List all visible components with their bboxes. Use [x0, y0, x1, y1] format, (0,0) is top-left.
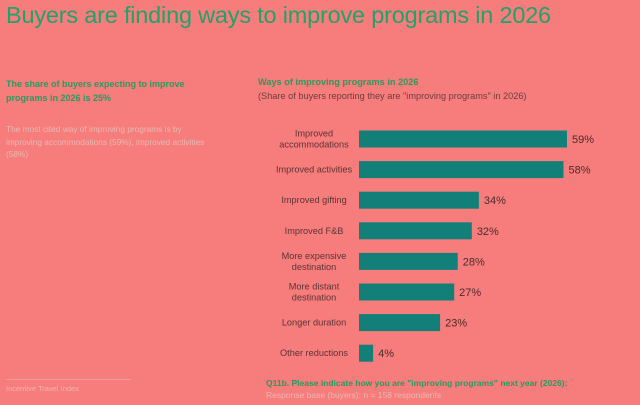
category-label-7: Other reductions [280, 348, 348, 358]
bar-3 [359, 222, 472, 240]
category-label-5: More distant destination [289, 282, 340, 303]
category-label-line: More distant [289, 282, 340, 292]
bar-value-label-2: 34% [484, 195, 506, 207]
category-label-line: Longer duration [282, 318, 346, 328]
category-label-line: Other reductions [280, 348, 348, 358]
bar-value-label-7: 4% [378, 348, 394, 360]
bar-value-label-4: 28% [463, 256, 485, 268]
page-title: Buyers are finding ways to improve progr… [6, 2, 551, 28]
key-finding-heading: The share of buyers expecting to improve… [6, 79, 185, 103]
bar-4 [359, 252, 458, 270]
category-label-line: More expensive [282, 251, 347, 261]
category-label-line: Improved F&B [285, 226, 344, 236]
bar-value-label-6: 23% [445, 318, 467, 330]
category-label-line: Improved [295, 129, 333, 139]
chart-subtitle: (Share of buyers reporting they are "imp… [258, 91, 527, 101]
category-label-line: Improved activities [276, 165, 352, 175]
category-label-1: Improved activities [276, 165, 352, 175]
category-label-0: Improved accommodations [279, 129, 349, 150]
footnote-question: Q11b. Please indicate how you are "impro… [266, 378, 568, 388]
category-label-2: Improved gifting [281, 195, 346, 205]
category-label-3: Improved F&B [285, 226, 344, 236]
category-label-line: Improved gifting [281, 195, 346, 205]
bar-value-label-1: 58% [568, 165, 590, 177]
bar-5 [359, 283, 455, 301]
category-label-line: accommodations [279, 140, 349, 150]
bar-value-label-0: 59% [572, 134, 594, 146]
bar-7 [359, 344, 374, 362]
bar-2 [359, 191, 479, 209]
bar-1 [359, 161, 564, 179]
source-label: Incentive Travel Index [6, 384, 79, 393]
chart-title: Ways of improving programs in 2026 [258, 77, 419, 87]
bar-6 [359, 314, 441, 332]
category-label-6: Longer duration [282, 318, 346, 328]
category-label-line: destination [292, 262, 336, 272]
key-finding-body: The most cited way of improving programs… [6, 124, 205, 159]
footnote-response-base: Response base (buyers): n = 158 responde… [266, 390, 442, 400]
category-label-4: More expensive destination [282, 251, 347, 272]
source-divider [6, 379, 131, 380]
bar-value-label-3: 32% [477, 226, 499, 238]
bar-value-label-5: 27% [459, 287, 481, 299]
category-label-line: destination [292, 293, 336, 303]
bar-0 [359, 130, 567, 148]
